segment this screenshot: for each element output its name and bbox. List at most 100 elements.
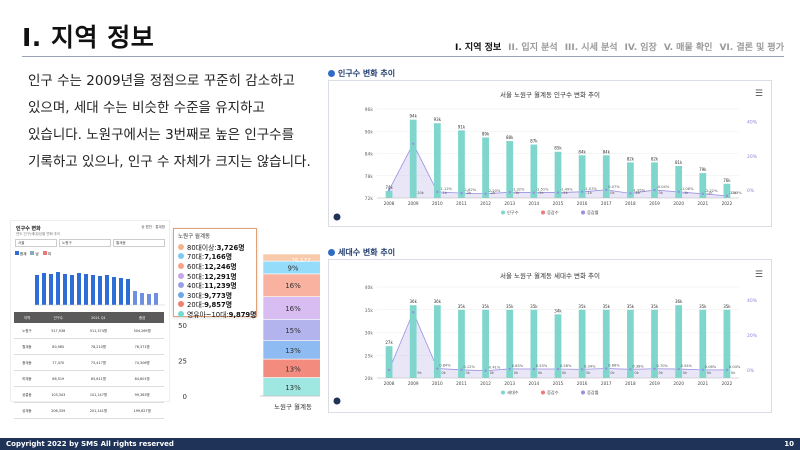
bar-value-label: 82k — [651, 156, 659, 161]
col-region: 지역 — [14, 312, 40, 323]
y-tick-label: 35k — [365, 308, 374, 314]
tooltip-label: 20대: — [187, 301, 205, 310]
age-breakdown-tooltip: 노원구 월계동 80대이상: 3,726명 70대: 7,166명 60대: 12,… — [173, 228, 257, 319]
thumb-bar — [147, 294, 151, 305]
legend-total[interactable]: 합계 — [15, 251, 26, 257]
bar-value-label: 85k — [554, 146, 562, 151]
main-bar — [409, 305, 417, 378]
main-bar — [675, 305, 683, 378]
x-tick-label: 2015 — [553, 381, 564, 386]
select-district[interactable]: 노원구 — [59, 239, 111, 247]
main-bar — [578, 309, 586, 378]
household-chart: 20k 25k 30k 35k 40k 0% 20% 40% 27k 2008 36k 9k 2009 3… — [333, 285, 758, 405]
x-tick-label: 2021 — [697, 201, 708, 206]
nav-item-location[interactable]: II. 입지 분석 — [508, 43, 558, 53]
thumb-bar — [105, 275, 109, 305]
y2-tick-label: 0% — [747, 368, 755, 374]
x-tick-label: 2009 — [408, 381, 419, 386]
table-cell: 517,938 — [39, 323, 77, 339]
household-chart-card: 서울 노원구 월계동 세대수 변화 추이 ☰ 20k 25k 30k 35k 40k 0%… — [328, 259, 772, 413]
rate-point — [725, 368, 729, 372]
change-label: 0k — [490, 371, 495, 375]
hamburger-menu-icon[interactable]: ☰ — [754, 89, 763, 99]
rate-point — [460, 191, 463, 195]
y-tick-label: 90k — [365, 129, 374, 135]
nav-item-conclusion[interactable]: VI. 결론 및 평가 — [719, 43, 784, 53]
change-label: 0k — [441, 371, 446, 375]
select-dong[interactable]: 월계동 — [113, 239, 165, 247]
main-bar — [554, 151, 562, 198]
legend-swatch-icon — [178, 253, 184, 260]
main-bar — [433, 305, 441, 378]
population-chart-title: 서울 노원구 월계동 인구수 변화 추이 — [499, 91, 601, 99]
main-bar — [409, 119, 417, 198]
rate-label: 0.84% — [439, 364, 451, 368]
population-chart: 72k 78k 84k 90k 96k 0% 20% 40% 74k 2008 94k 20k 2009… — [333, 107, 758, 221]
segment-label: 16% — [285, 282, 301, 290]
x-tick-label: 2016 — [577, 201, 588, 206]
thumb-bar — [119, 278, 123, 305]
legend-swatch-icon — [178, 310, 184, 317]
tooltip-label: 60대: — [187, 262, 205, 271]
rate-label: -1.49% — [560, 188, 573, 192]
x-tick-label: 2012 — [480, 201, 491, 206]
select-city[interactable]: 서울 — [15, 239, 57, 247]
change-label: -3k — [731, 191, 738, 195]
y-tick-label: 30k — [365, 331, 374, 337]
segment-label: 16% — [285, 305, 301, 313]
bar-value-label: 35k — [603, 304, 611, 309]
change-label: -2k — [490, 191, 497, 195]
table-cell: 201,141명 — [76, 402, 121, 419]
rate-point — [436, 190, 439, 194]
x-tick-label: 2017 — [601, 381, 612, 386]
tooltip-row: 30대: 9,773명 — [174, 290, 256, 300]
x-tick-label: 2015 — [553, 201, 564, 206]
rate-point — [532, 191, 536, 194]
widget-link[interactable]: 상 원천 · 통계청 — [141, 225, 165, 229]
category-label: 노원구 월계동 — [274, 402, 312, 411]
nav-item-price[interactable]: III. 시세 분석 — [564, 43, 618, 53]
legend-male[interactable]: 남 — [30, 251, 39, 257]
age-stacked-chart: 0 25 50 13% 13% 13% 15% 16% 16% 9%76,177 노원구 월계동 — [178, 253, 320, 411]
rate-label: -1.32% — [512, 187, 525, 191]
y2-tick-label: 20% — [747, 154, 758, 160]
thumb-bar — [98, 276, 102, 305]
change-label: 0k — [659, 371, 664, 375]
household-section-label: 세대수 변화 추이 — [328, 247, 395, 258]
x-tick-label: 2018 — [625, 381, 636, 386]
table-cell: 78,210명 — [76, 338, 121, 355]
stack-segment — [262, 253, 320, 262]
table-row: 하계동 66,519 65,611명 64,601명 — [14, 370, 164, 387]
stack-total-label: 76,177 — [291, 258, 311, 264]
bar-value-label: 35k — [578, 304, 586, 309]
bar-value-label: 88k — [506, 135, 514, 140]
tooltip-label: 50대: — [187, 272, 205, 281]
y-tick-label: 96k — [365, 107, 374, 113]
hamburger-menu-icon[interactable]: ☰ — [754, 270, 763, 280]
nav-item-visit[interactable]: IV. 임장 — [624, 43, 657, 53]
table-cell: 공릉동 — [14, 386, 40, 403]
rate-point — [436, 367, 439, 370]
thumb-bar — [77, 273, 81, 305]
nav-item-listing[interactable]: V. 매물 확인 — [663, 43, 713, 53]
segment-label: 9% — [287, 264, 298, 272]
rate-label: 0.86% — [608, 363, 620, 367]
nav-item-region[interactable]: I. 지역 정보 — [455, 43, 502, 53]
y-tick-label: 72k — [365, 196, 374, 202]
bar-value-label: 74k — [385, 185, 393, 190]
change-label: -1k — [538, 191, 545, 195]
tooltip-row: 50대: 12,291명 — [174, 271, 256, 281]
bar-value-label: 79k — [699, 167, 707, 172]
y2-tick-label: 0% — [747, 188, 755, 194]
main-bar — [482, 137, 489, 198]
tooltip-label: 80대이상: — [187, 243, 217, 252]
x-tick-label: 2022 — [722, 381, 733, 386]
bar-value-label: 27k — [385, 340, 393, 345]
change-label: 9k — [417, 371, 422, 375]
brand-icon — [333, 213, 341, 221]
x-tick-label: 2020 — [673, 201, 684, 206]
rate-label: -1.95% — [632, 188, 645, 192]
legend-female[interactable]: 여 — [42, 251, 51, 257]
legend-swatch-icon — [178, 291, 184, 298]
segment-label: 13% — [285, 347, 301, 355]
